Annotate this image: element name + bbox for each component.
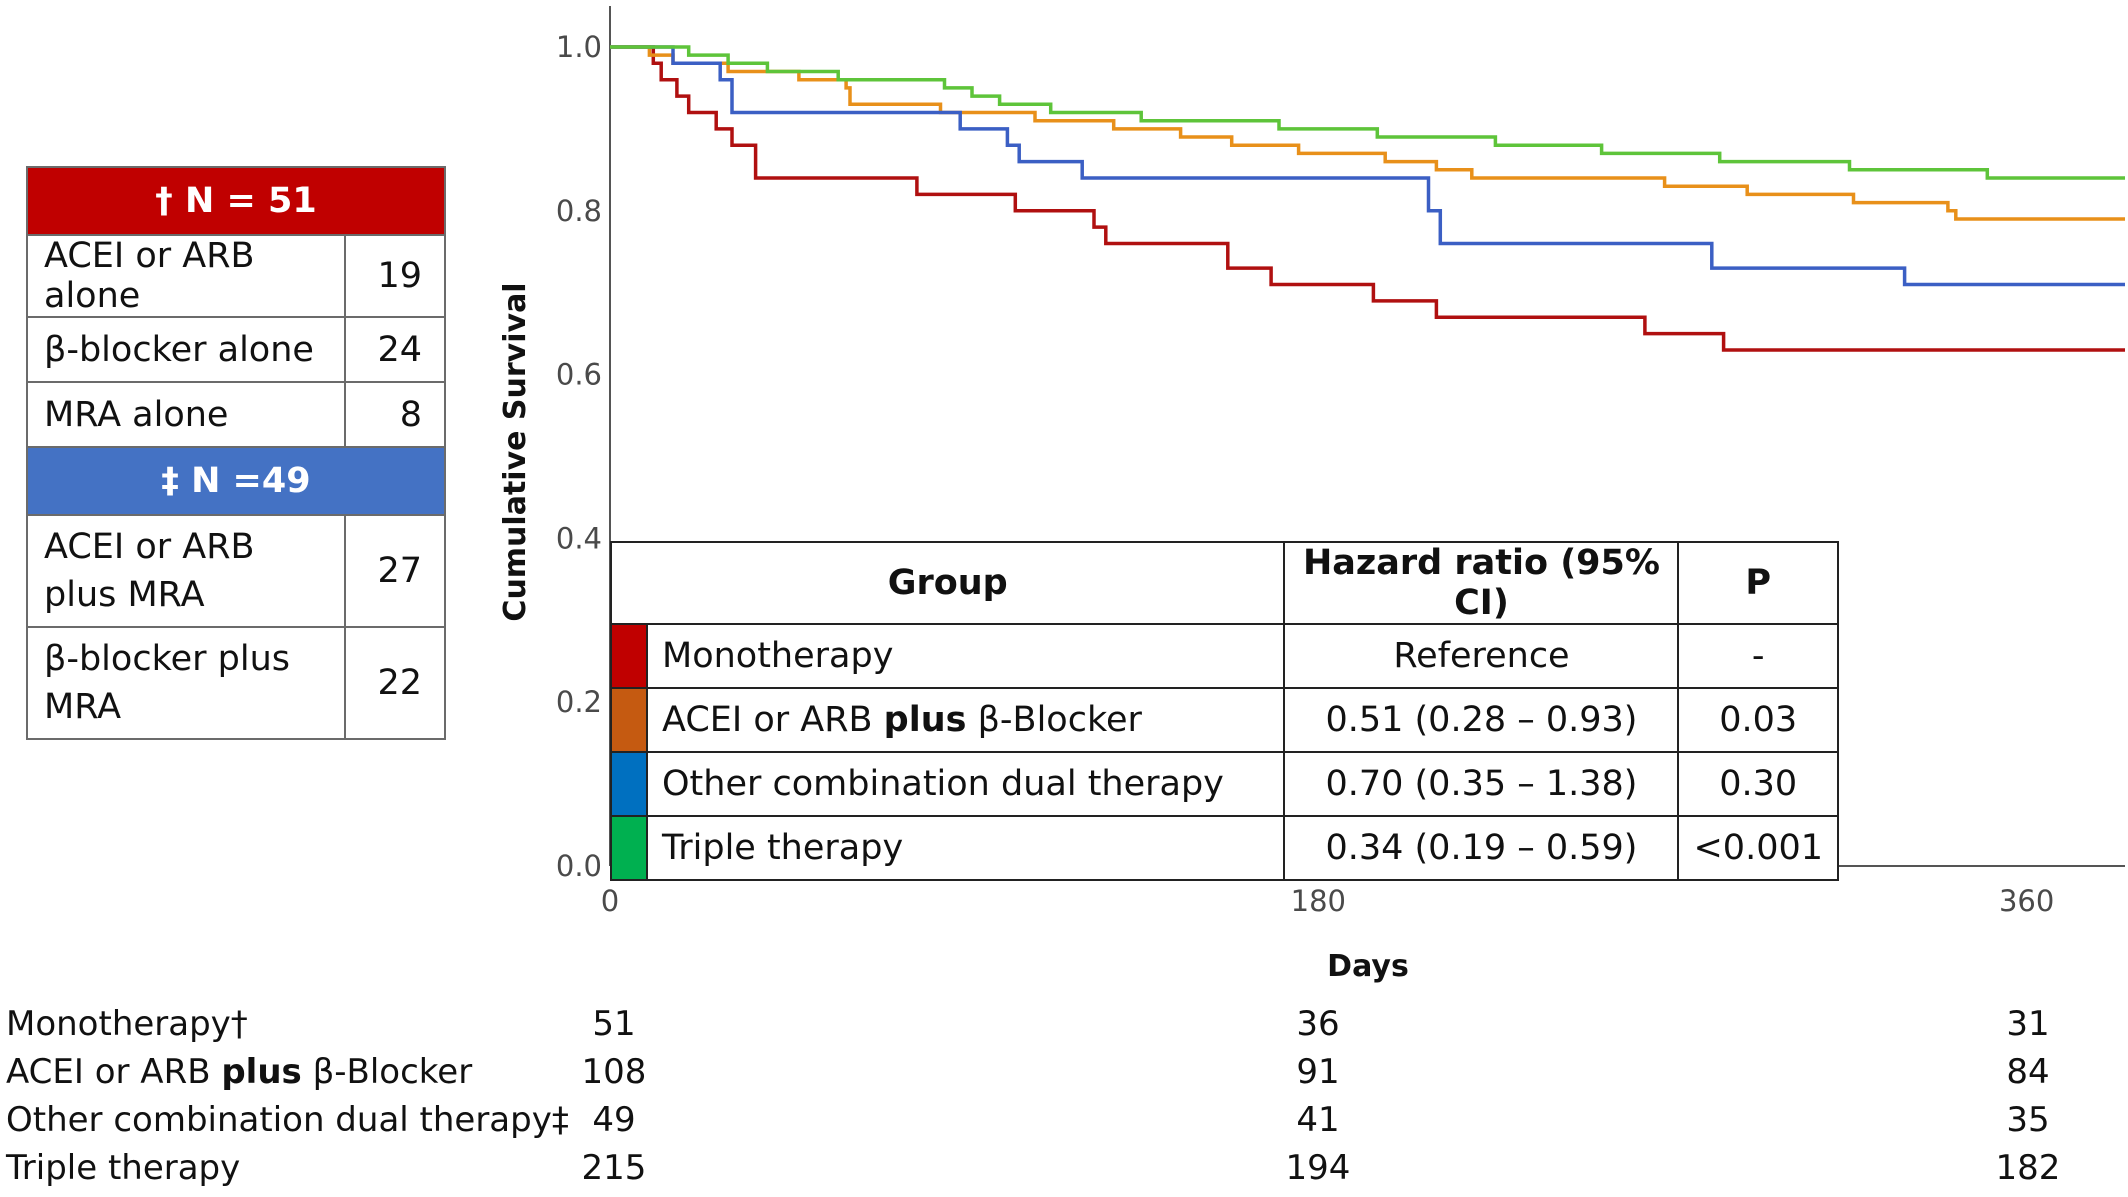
survival-curve-acei-or-arb-plus-blocker: [610, 45, 2125, 221]
table-row: β-blocker plus MRA 22: [26, 626, 446, 740]
risk-row-label: ACEI or ARB plus β-Blocker: [6, 1052, 472, 1092]
table-row: ACEI or ARB plus MRA 27: [26, 514, 446, 628]
group-label: β-blocker alone: [26, 316, 346, 383]
y-axis-title: Cumulative Survival: [498, 282, 533, 621]
risk-count: 51: [592, 1004, 636, 1044]
risk-count: 108: [581, 1052, 647, 1092]
survival-curve-monotherapy: [610, 45, 2125, 352]
group-count: 27: [344, 514, 446, 628]
dual-therapy-header: ‡ N =49: [26, 446, 446, 516]
table-row: Triple therapy 0.34 (0.19 – 0.59) <0.001: [610, 815, 1839, 881]
y-tick-label: 0.2: [556, 685, 602, 719]
table-row: ACEI or ARB alone 19: [26, 234, 446, 318]
x-tick-label: 360: [1999, 884, 2054, 918]
risk-count: 84: [2006, 1052, 2050, 1092]
table-row: ACEI or ARB plus β-Blocker 0.51 (0.28 – …: [610, 687, 1839, 753]
hazard-ratio: 0.34 (0.19 – 0.59): [1283, 815, 1680, 881]
group-name: Monotherapy: [645, 623, 1286, 689]
p-column-header: P: [1677, 541, 1839, 625]
table-row: MRA alone 8: [26, 381, 446, 448]
risk-row-label: Monotherapy†: [6, 1004, 248, 1044]
group-name-bold: plus: [883, 700, 967, 740]
p-value: <0.001: [1677, 815, 1839, 881]
group-label: ACEI or ARB alone: [26, 234, 346, 318]
x-tick-labels: 0 180 360: [601, 884, 2055, 918]
group-label: β-blocker plus MRA: [26, 626, 346, 740]
table-row: β-blocker alone 24: [26, 316, 446, 383]
x-tick-label: 180: [1291, 884, 1346, 918]
group-name-part: β-Blocker: [966, 700, 1142, 740]
risk-label-bold: plus: [221, 1052, 302, 1092]
table-row: Other combination dual therapy 0.70 (0.3…: [610, 751, 1839, 817]
risk-row-label: Other combination dual therapy‡: [6, 1100, 569, 1140]
group-label: ACEI or ARB plus MRA: [26, 514, 346, 628]
risk-count: 35: [2006, 1100, 2050, 1140]
group-count: 19: [344, 234, 446, 318]
acei-bb-color-swatch: [610, 687, 648, 753]
group-name: ACEI or ARB plus β-Blocker: [645, 687, 1286, 753]
y-tick-label: 0.8: [556, 194, 602, 228]
hr-column-header: Hazard ratio (95% CI): [1283, 541, 1680, 625]
risk-count: 41: [1296, 1100, 1340, 1140]
survival-curves: [610, 45, 2125, 352]
group-label: MRA alone: [26, 381, 346, 448]
group-count: 8: [344, 381, 446, 448]
group-composition-table: † N = 51 ACEI or ARB alone 19 β-blocker …: [26, 166, 446, 740]
y-tick-label: 0.4: [556, 521, 602, 555]
risk-row-label: Triple therapy: [6, 1148, 241, 1188]
group-name: Other combination dual therapy: [645, 751, 1286, 817]
y-tick-labels: 0.0 0.2 0.4 0.6 0.8 1.0: [556, 30, 602, 883]
survival-curve-other-combination-dual-therapy: [610, 45, 2125, 287]
monotherapy-color-swatch: [610, 623, 648, 689]
risk-count: 31: [2006, 1004, 2050, 1044]
y-tick-label: 0.6: [556, 358, 602, 392]
risk-count: 215: [581, 1148, 647, 1188]
group-name-part: ACEI or ARB: [662, 700, 884, 740]
other-dual-color-swatch: [610, 751, 648, 817]
y-tick-label: 1.0: [556, 30, 602, 64]
group-count: 24: [344, 316, 446, 383]
risk-label-part: ACEI or ARB: [6, 1052, 222, 1092]
triple-color-swatch: [610, 815, 648, 881]
dual-therapy-header-row: ‡ N =49: [26, 446, 446, 516]
group-column-header: Group: [609, 541, 1286, 625]
group-count: 22: [344, 626, 446, 740]
group-name: Triple therapy: [645, 815, 1286, 881]
hazard-ratio: Reference: [1283, 623, 1680, 689]
hazard-ratio-table: Group Hazard ratio (95% CI) P Monotherap…: [609, 541, 1839, 881]
survival-curve-triple-therapy: [610, 45, 2125, 180]
risk-label-part: β-Blocker: [301, 1052, 473, 1092]
y-tick-label: 0.0: [556, 849, 602, 883]
monotherapy-header: † N = 51: [26, 166, 446, 236]
p-value: 0.30: [1677, 751, 1839, 817]
hazard-ratio: 0.70 (0.35 – 1.38): [1283, 751, 1680, 817]
hr-header-row: Group Hazard ratio (95% CI) P: [609, 541, 1839, 625]
x-axis-title: Days: [1327, 949, 1409, 984]
table-row: Monotherapy Reference -: [610, 623, 1839, 689]
p-value: 0.03: [1677, 687, 1839, 753]
monotherapy-header-row: † N = 51: [26, 166, 446, 236]
risk-count: 49: [592, 1100, 636, 1140]
risk-count: 91: [1296, 1052, 1340, 1092]
hazard-ratio: 0.51 (0.28 – 0.93): [1283, 687, 1680, 753]
risk-count: 182: [1995, 1148, 2061, 1188]
p-value: -: [1677, 623, 1839, 689]
risk-count: 36: [1296, 1004, 1340, 1044]
x-tick-label: 0: [601, 884, 619, 918]
risk-count: 194: [1285, 1148, 1351, 1188]
